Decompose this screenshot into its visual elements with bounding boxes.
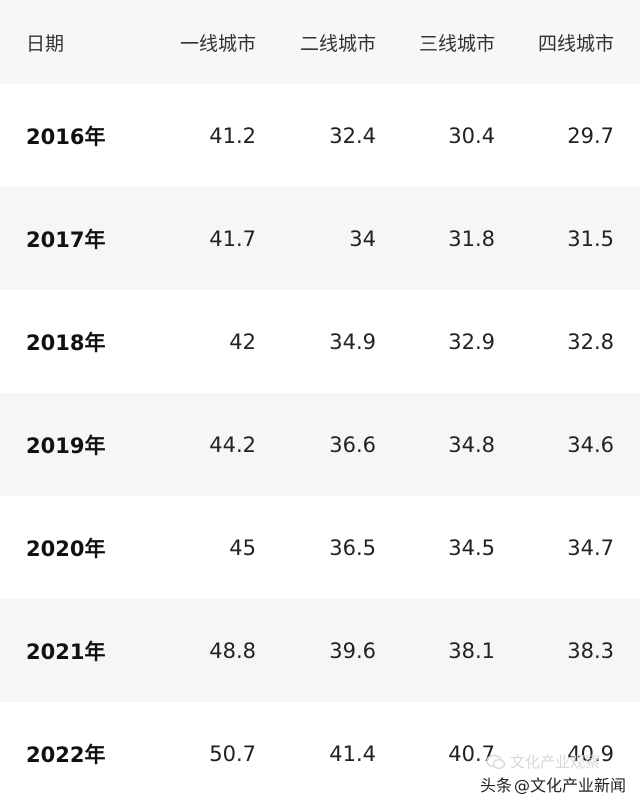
table-row: 2018年 42 34.9 32.9 32.8 (0, 290, 640, 393)
cell-tier2: 36.5 (329, 535, 376, 560)
row-date: 2016年 (26, 124, 106, 149)
cell-tier3: 32.9 (448, 329, 495, 354)
header-tier4: 四线城市 (537, 32, 614, 55)
wechat-logo-icon (486, 754, 506, 769)
cell-tier1: 41.2 (209, 123, 256, 148)
watermark-faint-text: 文化产业观察 (509, 753, 600, 771)
cell-tier4: 34.6 (567, 432, 614, 457)
cell-tier4: 40.9 (567, 741, 614, 766)
row-date: 2021年 (26, 639, 106, 664)
cell-tier1: 50.7 (209, 741, 256, 766)
row-date: 2022年 (26, 742, 106, 767)
table-row: 2017年 41.7 34 31.8 31.5 (0, 187, 640, 290)
row-date: 2020年 (26, 536, 106, 561)
cell-tier1: 44.2 (209, 432, 256, 457)
table-row: 2020年 45 36.5 34.5 34.7 (0, 496, 640, 599)
header-tier1: 一线城市 (179, 32, 256, 55)
cell-tier1: 42 (229, 329, 256, 354)
table-header-row: 日期 一线城市 二线城市 三线城市 四线城市 (0, 0, 640, 84)
header-tier3: 三线城市 (418, 32, 495, 55)
cell-tier2: 34 (349, 226, 376, 251)
cell-tier4: 38.3 (567, 638, 614, 663)
cell-tier3: 31.8 (448, 226, 495, 251)
cell-tier2: 32.4 (329, 123, 376, 148)
watermark-faint: 文化产业观察 (486, 751, 600, 772)
table-row: 2019年 44.2 36.6 34.8 34.6 (0, 393, 640, 496)
header-date: 日期 (26, 32, 65, 55)
cell-tier3: 34.8 (448, 432, 495, 457)
cell-tier1: 45 (229, 535, 256, 560)
watermark-handle: @文化产业新闻 (513, 776, 626, 795)
cell-tier2: 39.6 (329, 638, 376, 663)
watermark-prefix: 头条 (479, 776, 512, 795)
header-tier2: 二线城市 (299, 32, 376, 55)
watermark: 头条 @文化产业新闻 (480, 772, 626, 796)
table-row: 2022年 50.7 41.4 40.7 40.9 (0, 702, 640, 805)
cell-tier4: 31.5 (567, 226, 614, 251)
cell-tier3: 30.4 (448, 123, 495, 148)
table-row: 2021年 48.8 39.6 38.1 38.3 (0, 599, 640, 702)
cell-tier2: 34.9 (329, 329, 376, 354)
row-date: 2019年 (26, 433, 106, 458)
cell-tier3: 38.1 (448, 638, 495, 663)
cell-tier2: 36.6 (329, 432, 376, 457)
cell-tier4: 29.7 (567, 123, 614, 148)
cell-tier4: 34.7 (567, 535, 614, 560)
cell-tier2: 41.4 (329, 741, 376, 766)
row-date: 2018年 (26, 330, 106, 355)
cell-tier1: 41.7 (209, 226, 256, 251)
cell-tier1: 48.8 (209, 638, 256, 663)
cell-tier3: 40.7 (448, 741, 495, 766)
cell-tier4: 32.8 (567, 329, 614, 354)
table-row: 2016年 41.2 32.4 30.4 29.7 (0, 84, 640, 187)
row-date: 2017年 (26, 227, 106, 252)
cell-tier3: 34.5 (448, 535, 495, 560)
